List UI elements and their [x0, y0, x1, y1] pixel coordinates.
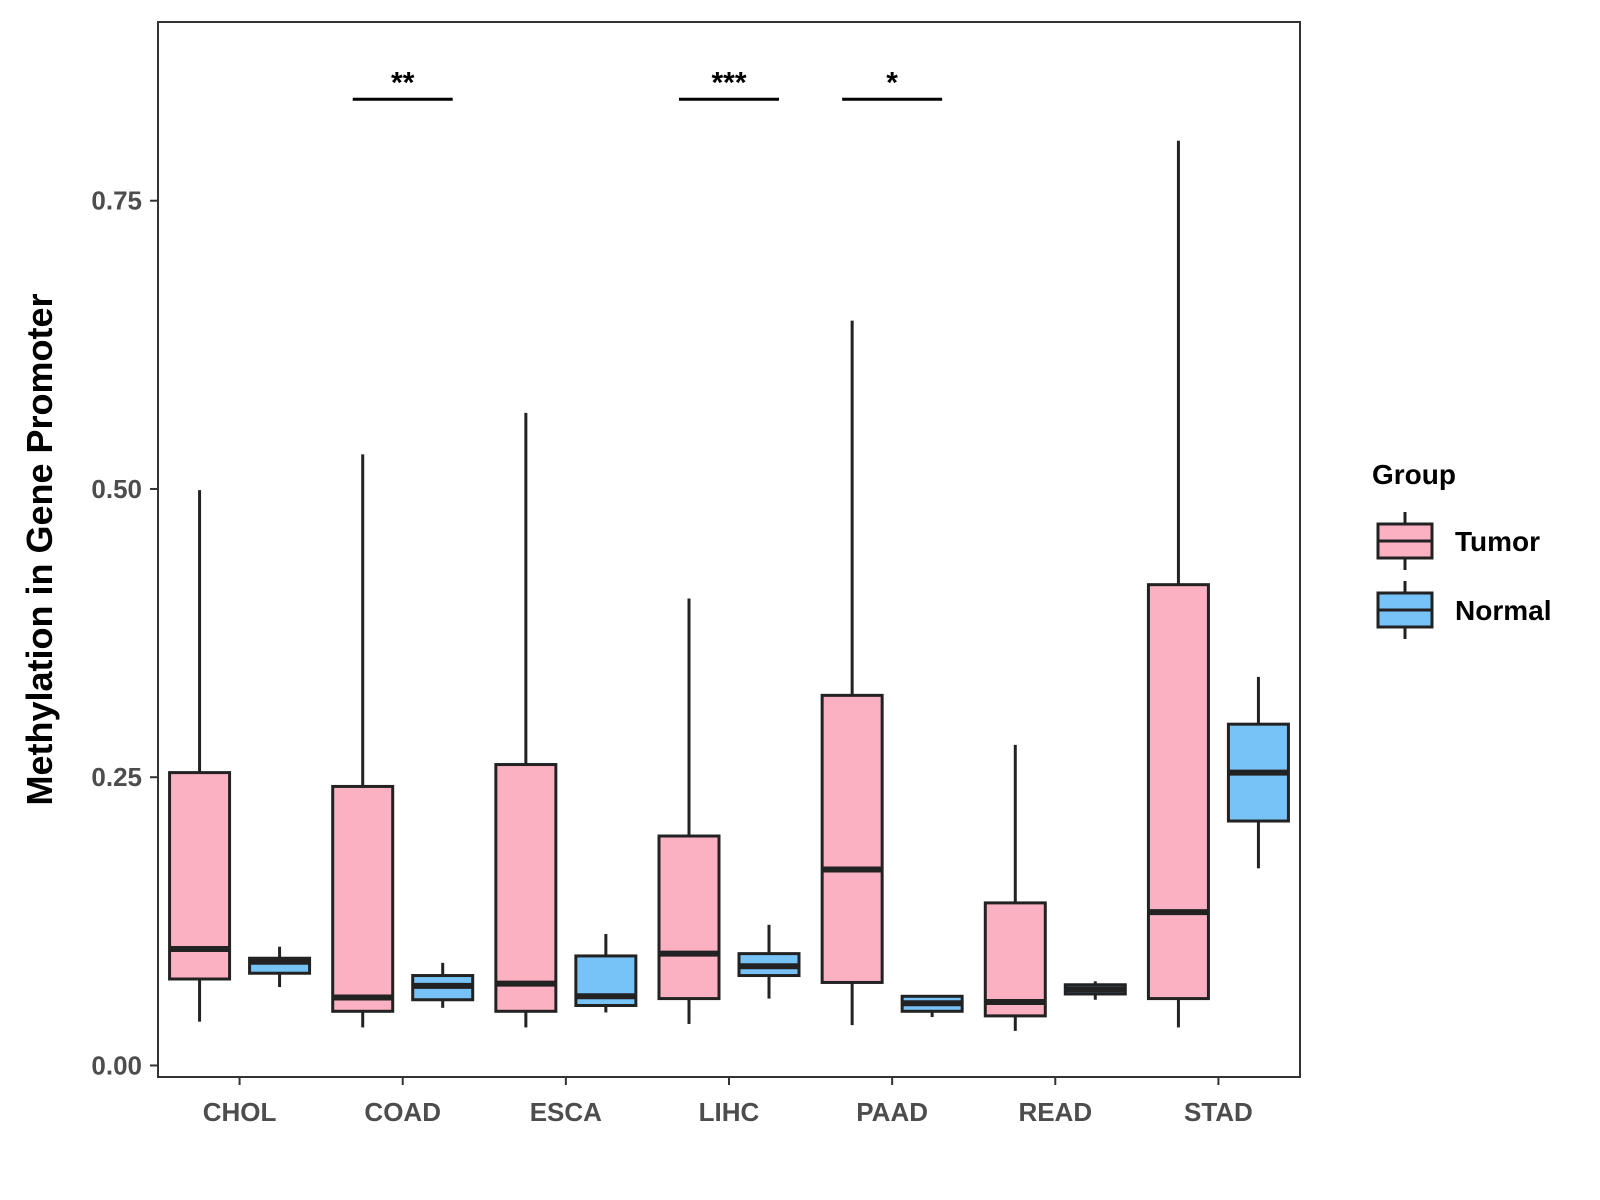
box-tumor-esca: [494, 412, 558, 1028]
legend-key-normal: [1376, 581, 1434, 639]
box-normal-read: [1063, 981, 1127, 1000]
legend: Group Tumor Normal: [1372, 459, 1551, 639]
legend-key-tumor: [1376, 512, 1434, 570]
x-tick-label: COAD: [364, 1097, 441, 1127]
box-body: [331, 784, 395, 1013]
box-tumor-stad: [1146, 140, 1210, 1028]
significance-layer: ** *** *: [352, 66, 943, 101]
legend-title: Group: [1372, 459, 1456, 490]
box-normal-stad: [1226, 676, 1290, 869]
y-tick-label: 0.75: [91, 186, 142, 216]
significance-label: *: [886, 66, 898, 99]
y-axis-title: Methylation in Gene Promoter: [19, 293, 60, 805]
y-tick-label: 0.00: [91, 1050, 142, 1080]
y-tick-label: 0.50: [91, 474, 142, 504]
box-body: [494, 763, 558, 1013]
x-tick-label: LIHC: [699, 1097, 760, 1127]
x-tick-label: READ: [1018, 1097, 1092, 1127]
box-normal-paad: [900, 994, 964, 1018]
box-body: [983, 901, 1047, 1018]
box-body: [820, 693, 884, 984]
box-normal-lihc: [737, 924, 801, 999]
significance-label: ***: [711, 66, 746, 99]
y-axis: 0.00 0.25 0.50 0.75: [91, 186, 158, 1080]
box-layer: [168, 140, 1290, 1031]
x-tick-label: CHOL: [203, 1097, 277, 1127]
x-axis: CHOL COAD ESCA LIHC PAAD READ STAD: [203, 1077, 1253, 1127]
box-normal-chol: [248, 946, 312, 988]
x-tick-label: PAAD: [856, 1097, 928, 1127]
legend-label-tumor: Tumor: [1455, 526, 1540, 557]
box-tumor-chol: [168, 490, 232, 1022]
box-normal-coad: [411, 962, 475, 1008]
box-body: [1146, 583, 1210, 1001]
box-tumor-coad: [331, 454, 395, 1028]
significance-label: **: [391, 66, 415, 99]
x-tick-label: ESCA: [530, 1097, 602, 1127]
legend-label-normal: Normal: [1455, 595, 1551, 626]
x-tick-label: STAD: [1184, 1097, 1253, 1127]
box-tumor-read: [983, 744, 1047, 1031]
box-body: [657, 834, 721, 1001]
box-normal-esca: [574, 934, 638, 1013]
box-body: [168, 771, 232, 981]
y-tick-label: 0.25: [91, 762, 142, 792]
box-tumor-lihc: [657, 598, 721, 1024]
box-tumor-paad: [820, 320, 884, 1026]
